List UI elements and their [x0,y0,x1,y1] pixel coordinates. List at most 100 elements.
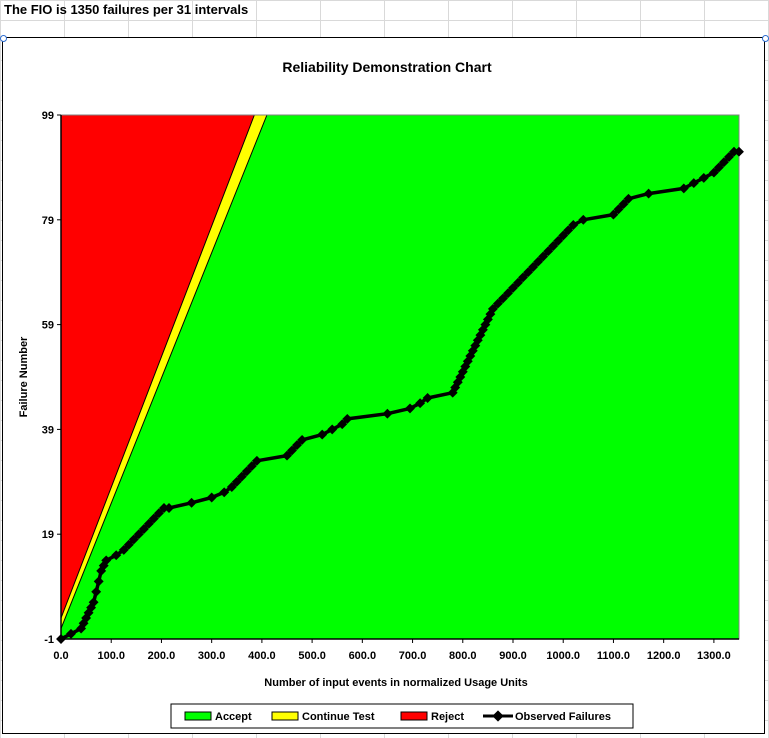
observed-failure-point-21 [153,508,164,519]
observed-failure-point-73 [548,241,559,251]
y-axis-title: Failure Number [18,336,30,417]
observed-failure-point-25 [206,492,217,503]
observed-failure-point-87 [708,167,719,178]
observed-failure-point-38 [327,424,338,435]
x-axis-title: Number of input events in normalized Usa… [264,677,527,689]
observed-failure-point-71 [538,251,549,262]
observed-failure-point-17 [133,529,144,540]
observed-failure-point-75 [558,230,569,241]
observed-failure-point-84 [678,183,689,194]
y-tick-label-4: 79 [42,215,54,227]
reliability-chart-svg: Reliability Demonstration Chart -1 19 39 59… [18,59,744,729]
chart-resize-handle-top-left[interactable] [0,35,7,42]
observed-failure-point-36 [297,434,308,445]
y-tick-label-0: -1 [44,634,54,646]
observed-failure-point-33 [282,450,292,461]
observed-failure-point-72 [543,246,554,257]
observed-failure-point-41 [382,408,393,419]
x-tick-label-2: 200.0 [148,650,176,662]
observed-failure-point-78 [578,214,589,225]
observed-failure-point-18 [138,524,149,534]
observed-failure-point-43 [415,398,426,409]
observed-failure-point-24 [186,497,197,508]
observed-failure-point-26 [219,487,230,498]
observed-failure-point-79 [608,209,619,220]
y-tick-label-3: 59 [42,320,54,332]
observed-failure-point-29 [236,471,247,482]
observed-failure-point-90 [724,151,734,162]
y-tick-label-1: 19 [42,529,54,541]
observed-failure-point-19 [143,518,154,529]
observed-failure-point-15 [123,539,134,550]
x-tick-label-7: 700.0 [399,650,427,662]
observed-failure-point-28 [231,476,242,487]
chart-resize-handle-top-right[interactable] [762,35,769,42]
x-tick-label-1: 100.0 [97,650,125,662]
observed-failure-point-27 [226,482,237,492]
x-tick-label-5: 500.0 [298,650,326,662]
observed-failure-point-1 [66,628,76,639]
x-tick-label-8: 800.0 [449,650,477,662]
legend-label-accept: Accept [215,711,252,723]
x-tick-label-11: 1100.0 [597,650,630,662]
x-tick-label-12: 1200.0 [647,650,681,662]
observed-failure-point-70 [533,256,544,267]
observed-failure-point-62 [492,298,503,309]
observed-failure-point-63 [498,293,508,304]
legend-swatch-accept [184,711,212,721]
observed-failure-point-85 [688,178,699,189]
observed-failure-point-8 [91,586,102,597]
observed-failure-point-44 [422,393,433,403]
x-tick-label-6: 600.0 [349,650,377,662]
observed-failure-point-39 [337,419,348,430]
observed-failure-point-31 [246,461,257,472]
chart-title: Reliability Demonstration Chart [282,59,492,75]
x-tick-label-13: 1300.0 [697,650,731,662]
observed-failure-point-76 [563,225,574,236]
legend-label-reject: Reject [431,711,464,723]
axes: -1 19 39 59 79 99 0.0 100.0 200.0 300.0 400.0 500.0… [42,110,739,662]
y-tick-label-2: 39 [42,424,54,436]
observed-failure-point-61 [487,303,498,314]
observed-failure-point-88 [713,162,724,173]
chart-area[interactable]: Reliability Demonstration Chart -1 19 39 59… [2,37,765,734]
plot-area [56,114,744,644]
observed-failure-point-7 [88,597,99,608]
observed-failure-point-16 [128,534,139,545]
observed-failure-point-23 [164,503,174,513]
legend-label-continue-test: Continue Test [302,711,375,723]
x-tick-label-3: 300.0 [198,650,226,662]
legend-label-observed-failures: Observed Failures [515,711,611,723]
observed-failure-point-69 [528,262,539,272]
observed-failure-point-64 [503,288,513,299]
observed-failure-point-67 [518,272,528,283]
observed-failure-point-68 [523,267,534,278]
observed-failure-point-66 [513,277,523,288]
legend-swatch-continue-test [271,711,299,721]
fio-header-cell[interactable]: The FIO is 1350 failures per 31 interval… [4,2,249,17]
legend: Accept Continue Test Reject Observed Fai… [170,703,634,729]
legend-marker-observed-failures [492,710,504,722]
observed-failure-point-77 [568,220,579,230]
observed-failure-point-13 [111,550,122,561]
observed-failure-point-40 [342,413,353,424]
observed-failure-point-81 [618,199,629,210]
x-tick-label-10: 1000.0 [546,650,580,662]
legend-swatch-reject [400,711,428,721]
observed-failure-point-35 [292,440,302,451]
reject-boundary-line [60,114,255,619]
observed-failure-point-74 [553,235,564,246]
x-tick-label-0: 0.0 [53,650,68,662]
observed-failure-point-34 [287,445,297,456]
observed-failure-point-20 [148,513,159,524]
observed-failure-point-86 [698,172,709,183]
x-tick-label-9: 900.0 [499,650,527,662]
observed-failure-point-22 [159,503,169,513]
accept-boundary-line [60,114,268,629]
observed-failure-point-37 [317,429,328,440]
y-tick-label-5: 99 [42,110,54,122]
observed-failure-point-83 [643,188,654,199]
observed-failure-point-9 [93,576,104,587]
observed-failure-point-92 [734,146,744,157]
observed-failure-point-89 [718,157,729,168]
